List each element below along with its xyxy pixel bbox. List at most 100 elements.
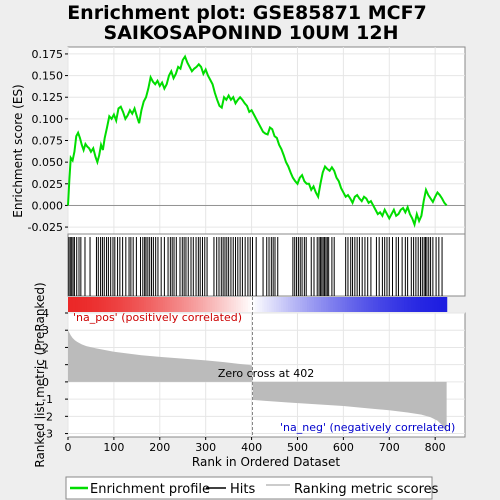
band-segment: [94, 297, 97, 312]
band-segment: [330, 297, 334, 312]
band-segment: [404, 297, 408, 312]
band-segment: [245, 297, 249, 312]
band-segment: [209, 297, 213, 312]
band-segment: [363, 297, 367, 312]
metric-y-tick-label: 2: [42, 341, 49, 354]
band-segment: [333, 297, 337, 312]
metric-y-axis-label: Ranked list metric (PreRanked): [33, 282, 47, 467]
band-segment: [264, 297, 268, 312]
legend: [65, 476, 433, 500]
band-segment: [146, 297, 150, 312]
band-segment: [262, 297, 266, 312]
band-segment: [191, 297, 195, 312]
band-segment: [124, 297, 128, 312]
x-tick-label: 600: [333, 441, 354, 454]
band-segment: [153, 297, 157, 312]
band-segment: [193, 297, 197, 312]
band-segment: [354, 297, 358, 312]
band-segment: [155, 297, 159, 312]
band-segment: [439, 297, 443, 312]
band-segment: [72, 297, 76, 312]
band-segment: [337, 297, 341, 312]
band-segment: [309, 297, 313, 312]
band-segment: [141, 297, 145, 312]
band-segment: [105, 297, 109, 312]
band-segment: [340, 297, 344, 312]
band-segment: [181, 297, 185, 312]
band-segment: [250, 297, 254, 312]
band-segment: [276, 297, 280, 312]
band-segment: [420, 297, 424, 312]
band-segment: [387, 297, 391, 312]
band-segment: [366, 297, 370, 312]
band-segment: [169, 297, 173, 312]
band-segment: [425, 297, 429, 312]
band-segment: [304, 297, 308, 312]
band-segment: [174, 297, 178, 312]
band-segment: [79, 297, 83, 312]
band-segment: [221, 297, 225, 312]
x-tick-label: 0: [65, 441, 72, 454]
band-segment: [207, 297, 211, 312]
band-segment: [115, 297, 119, 312]
band-segment: [316, 297, 320, 312]
band-segment: [269, 297, 273, 312]
band-segment: [430, 297, 434, 312]
band-segment: [297, 297, 301, 312]
metric-y-tick-label: 0: [42, 376, 49, 389]
band-segment: [200, 297, 204, 312]
band-segment: [368, 297, 372, 312]
band-segment: [176, 297, 180, 312]
band-segment: [432, 297, 436, 312]
band-segment: [86, 297, 90, 312]
zero-cross-label: Zero cross at 402: [218, 367, 314, 380]
band-segment: [401, 297, 405, 312]
band-segment: [292, 297, 296, 312]
es-y-axis-label: Enrichment score (ES): [11, 84, 25, 217]
band-segment: [162, 297, 166, 312]
x-tick-label: 300: [195, 441, 216, 454]
band-segment: [380, 297, 384, 312]
band-segment: [165, 297, 168, 312]
band-segment: [243, 297, 247, 312]
band-segment: [89, 297, 93, 312]
band-segment: [91, 297, 95, 312]
metric-y-tick-label: -1: [42, 393, 53, 406]
band-segment: [394, 297, 398, 312]
band-segment: [359, 297, 363, 312]
band-segment: [238, 297, 242, 312]
x-tick-label: 200: [149, 441, 170, 454]
band-segment: [212, 297, 216, 312]
band-segment: [217, 297, 221, 312]
positive-correlated-label: 'na_pos' (positively correlated): [73, 311, 242, 324]
x-tick-label: 700: [379, 441, 400, 454]
band-segment: [290, 297, 294, 312]
es-y-tick-label: 0.025: [32, 178, 64, 191]
band-segment: [219, 297, 223, 312]
band-segment: [266, 297, 270, 312]
band-segment: [233, 297, 237, 312]
es-y-axis: -0.025 0.000 0.025 0.050 0.075 0.100 0.125 0.15…: [28, 48, 68, 234]
band-segment: [226, 297, 230, 312]
legend-hits: Hits: [230, 482, 255, 497]
x-axis-label: Rank in Ordered Dataset: [192, 455, 340, 469]
band-segment: [117, 297, 121, 312]
band-segment: [411, 297, 415, 312]
band-segment: [70, 297, 74, 312]
band-segment: [150, 297, 154, 312]
band-segment: [129, 297, 133, 312]
band-segment: [254, 297, 258, 312]
band-segment: [160, 297, 164, 312]
band-segment: [314, 297, 318, 312]
x-tick-label: 800: [425, 441, 446, 454]
es-y-tick-label: -0.025: [28, 221, 63, 234]
band-segment: [122, 297, 126, 312]
metric-y-tick-label: 1: [42, 359, 49, 372]
metric-y-tick-label: 4: [42, 307, 49, 320]
band-segment: [444, 297, 448, 312]
band-segment: [434, 297, 438, 312]
band-segment: [136, 297, 140, 312]
band-segment: [351, 297, 355, 312]
chart-title-line2: SAIKOSAPONIND 10UM 12H: [104, 22, 399, 44]
legend-ranking-metric: Ranking metric scores: [294, 482, 439, 497]
